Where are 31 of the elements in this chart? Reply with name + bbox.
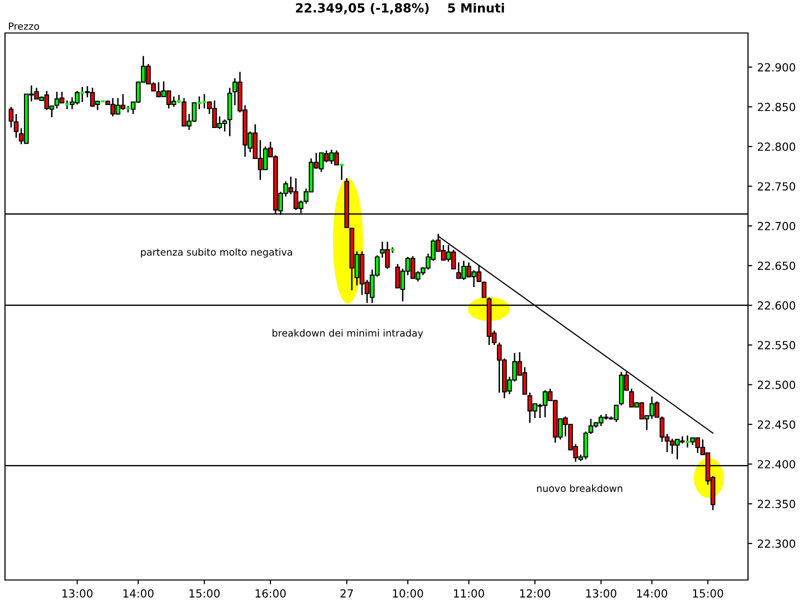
y-tick-label: 22.800 <box>758 142 796 151</box>
y-tick-label: 22.750 <box>758 182 796 191</box>
y-tick-label: 22.500 <box>758 380 796 390</box>
x-tick-label: 27 <box>340 589 353 598</box>
x-tick-label: 13:00 <box>62 589 92 598</box>
y-tick-label: 22.850 <box>758 102 796 112</box>
y-tick-label: 22.700 <box>758 222 796 230</box>
candlestick <box>14 113 19 138</box>
x-tick-label: 12:00 <box>520 589 550 598</box>
x-tick-label: 15:00 <box>190 589 220 598</box>
x-tick-label: 10:00 <box>392 589 424 598</box>
candlestick <box>8 106 14 128</box>
x-tick-label: 14:00 <box>637 589 668 598</box>
chart-title: 22.349,05 (-1,88%) 5 Minuti <box>296 2 504 14</box>
y-tick-label: 22.400 <box>758 460 796 468</box>
x-tick-label: 13:00 <box>586 589 616 598</box>
y-tick-label: 22.550 <box>758 340 796 350</box>
y-tick-label: 22.650 <box>758 262 796 270</box>
annotation: breakdown dei minimi intraday <box>272 329 424 339</box>
x-tick-label: 11:00 <box>454 589 484 598</box>
x-tick-label: 15:00 <box>693 589 724 598</box>
y-tick-label: 22.300 <box>758 539 796 548</box>
y-tick-label: 22.600 <box>758 301 796 310</box>
y-tick-label: 22.450 <box>758 420 796 429</box>
y-axis-title: Prezzo <box>8 22 40 30</box>
y-tick-label: 22.350 <box>758 500 796 508</box>
x-tick-label: 14:00 <box>123 589 154 598</box>
y-tick-label: 22.900 <box>758 63 796 72</box>
x-tick-label: 16:00 <box>256 589 286 598</box>
annotation: partenza subito molto negativa <box>141 248 292 258</box>
annotation: nuovo breakdown <box>537 484 622 492</box>
